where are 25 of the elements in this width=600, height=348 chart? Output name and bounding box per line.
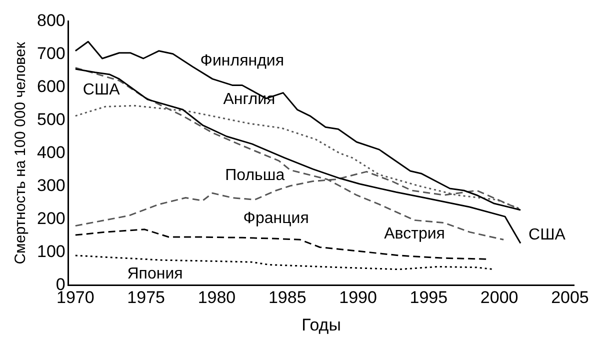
y-tick-label: 400 bbox=[36, 142, 66, 162]
y-tick-label: 200 bbox=[36, 208, 66, 228]
y-tick-label: 300 bbox=[36, 176, 66, 195]
annotation: Польша bbox=[225, 167, 285, 184]
annotation: Австрия bbox=[384, 226, 445, 243]
y-tick-label: 100 bbox=[36, 242, 66, 261]
annotation: США bbox=[82, 82, 120, 99]
x-tick-label: 1995 bbox=[410, 288, 448, 308]
annotation: Англия bbox=[223, 90, 276, 108]
y-tick-label: 600 bbox=[36, 76, 66, 96]
x-tick-label: 1990 bbox=[339, 288, 377, 308]
y-tick-label: 800 bbox=[36, 10, 66, 30]
x-tick-label: 2005 bbox=[551, 288, 589, 308]
y-tick-label: 700 bbox=[36, 44, 66, 63]
x-tick-label: 1980 bbox=[198, 288, 236, 308]
x-tick-label: 2000 bbox=[480, 288, 518, 308]
x-axis-title: Годы bbox=[302, 315, 341, 334]
y-axis-title: Смертность на 100 000 человек bbox=[12, 42, 30, 264]
annotation: Франция bbox=[243, 210, 309, 228]
annotation: Япония bbox=[127, 266, 183, 283]
y-tick-label: 500 bbox=[36, 110, 66, 129]
annotation: Финляндия bbox=[200, 52, 284, 70]
x-tick-label: 1975 bbox=[127, 288, 165, 308]
annotation: США bbox=[528, 226, 566, 244]
x-tick-label: 1985 bbox=[268, 288, 306, 308]
